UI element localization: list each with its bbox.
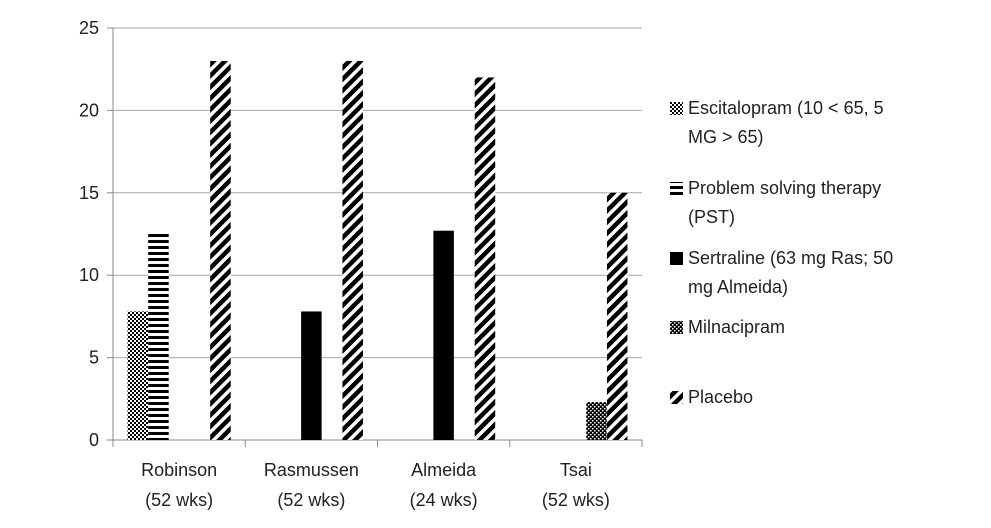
x-tick-label: (52 wks) <box>542 490 610 510</box>
bar-dots <box>127 311 149 440</box>
bar-diag <box>606 192 628 440</box>
y-tick-label: 5 <box>89 348 99 368</box>
x-tick-label: Tsai <box>560 460 592 480</box>
axis-labels: 0 5 10 15 20 25 Robinson (52 wks) Rasmussen (52 w… <box>79 18 610 510</box>
legend-label: Sertraline (63 mg Ras; 50 <box>688 248 893 268</box>
x-tick-label: (52 wks) <box>277 490 345 510</box>
legend-swatch <box>670 252 683 265</box>
legend: Escitalopram (10 < 65, 5 MG > 65) Problem … <box>670 98 893 407</box>
bar-solid <box>433 230 454 440</box>
axes <box>107 27 643 447</box>
legend-swatch <box>670 182 683 195</box>
legend-label: Problem solving therapy <box>688 178 881 198</box>
y-tick-label: 25 <box>79 18 99 38</box>
bar-diag <box>342 60 363 441</box>
legend-label: Milnacipram <box>688 317 785 337</box>
y-tick-label: 20 <box>79 100 99 120</box>
bar-diag <box>474 77 496 440</box>
bar-hstripes <box>148 232 169 440</box>
bars <box>127 60 628 441</box>
x-tick-label: Rasmussen <box>264 460 359 480</box>
x-tick-label: (52 wks) <box>145 490 213 510</box>
bar-solid <box>301 311 322 440</box>
legend-label: (PST) <box>688 207 735 227</box>
y-tick-label: 15 <box>79 183 99 203</box>
y-tick-label: 0 <box>89 430 99 450</box>
legend-swatch <box>670 391 683 404</box>
gridlines <box>113 27 642 359</box>
legend-label: Escitalopram (10 < 65, 5 <box>688 98 884 118</box>
legend-swatch <box>670 102 683 115</box>
bar-diag <box>210 60 231 441</box>
bar-checker <box>586 402 607 440</box>
legend-label: Placebo <box>688 387 753 407</box>
x-tick-label: Almeida <box>411 460 477 480</box>
x-tick-label: Robinson <box>141 460 217 480</box>
legend-swatch <box>670 321 683 334</box>
y-tick-label: 10 <box>79 265 99 285</box>
x-tick-label: (24 wks) <box>410 490 478 510</box>
legend-label: MG > 65) <box>688 127 764 147</box>
legend-label: mg Almeida) <box>688 277 788 297</box>
